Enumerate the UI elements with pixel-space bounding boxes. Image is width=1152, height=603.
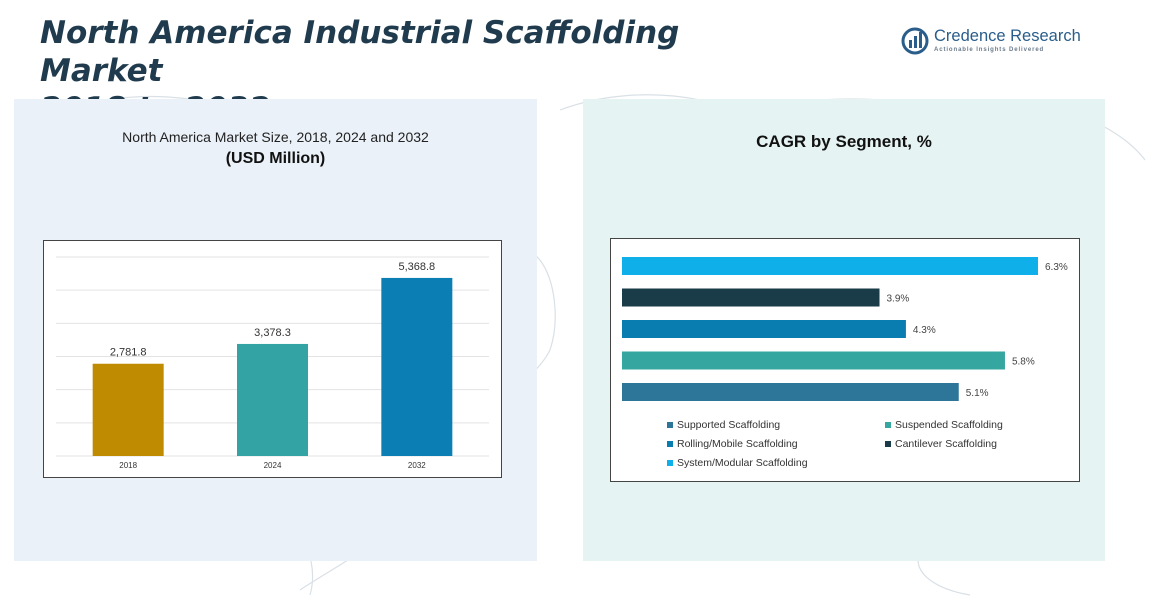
legend-label: Supported Scaffolding xyxy=(677,419,781,431)
bar-2018 xyxy=(92,363,164,456)
hbar-system-modular-scaffolding xyxy=(622,257,1038,275)
hbar-value-label-cantilever-scaffolding: 3.9% xyxy=(887,294,910,305)
bar-value-label-2018: 2,781.8 xyxy=(110,347,147,359)
legend-swatch xyxy=(885,422,891,428)
hbar-value-label-suspended-scaffolding: 5.8% xyxy=(1012,357,1035,368)
legend-swatch xyxy=(667,460,673,466)
bar-value-label-2024: 3,378.3 xyxy=(254,327,291,339)
x-tick-label-2018: 2018 xyxy=(119,461,137,470)
legend-item-cantilever-scaffolding: Cantilever Scaffolding xyxy=(885,438,997,450)
legend-label: Suspended Scaffolding xyxy=(895,419,1003,431)
cagr-chart-title: CAGR by Segment, % xyxy=(756,132,932,151)
legend-swatch xyxy=(667,422,673,428)
hbar-cantilever-scaffolding xyxy=(622,288,880,307)
bar-2032 xyxy=(381,277,453,456)
legend-label: Cantilever Scaffolding xyxy=(895,438,997,450)
hbar-value-label-supported-scaffolding: 5.1% xyxy=(966,388,989,399)
legend-label: System/Modular Scaffolding xyxy=(677,457,808,469)
market-size-chart-unit: (USD Million) xyxy=(225,150,326,167)
hbar-value-label-rolling-mobile-scaffolding: 4.3% xyxy=(913,325,936,336)
market-size-chart: 2,781.8 2018 3,378.3 2024 5,368.8 2032 xyxy=(43,240,502,478)
logo-name: Credence Research xyxy=(934,27,1081,45)
bar-2024 xyxy=(237,343,308,456)
market-size-bar-chart: 2,781.8 2018 3,378.3 2024 5,368.8 2032 xyxy=(56,256,489,470)
legend-item-rolling-mobile-scaffolding: Rolling/Mobile Scaffolding xyxy=(667,438,798,450)
bar-value-label-2032: 5,368.8 xyxy=(398,261,435,273)
legend-swatch xyxy=(885,441,891,447)
hbar-suspended-scaffolding xyxy=(622,351,1005,370)
legend-item-supported-scaffolding: Supported Scaffolding xyxy=(667,419,780,431)
legend-label: Rolling/Mobile Scaffolding xyxy=(677,438,798,450)
hbar-supported-scaffolding xyxy=(622,383,959,401)
x-tick-label-2032: 2032 xyxy=(408,461,426,470)
logo-tagline: Actionable Insights Delivered xyxy=(934,47,1045,53)
legend-swatch xyxy=(667,441,673,447)
hbar-rolling-mobile-scaffolding xyxy=(622,320,906,338)
x-tick-label-2024: 2024 xyxy=(264,461,282,470)
logo-icon xyxy=(901,27,929,55)
market-size-chart-title: North America Market Size, 2018, 2024 an… xyxy=(122,129,429,145)
hbar-value-label-system-modular-scaffolding: 6.3% xyxy=(1045,262,1068,273)
legend-item-system-modular-scaffolding: System/Modular Scaffolding xyxy=(667,457,808,469)
cagr-bar-chart: 6.3% 3.9% 4.3% 5.8% 5.1% xyxy=(622,257,1068,401)
legend-item-suspended-scaffolding: Suspended Scaffolding xyxy=(885,419,1003,431)
page-title-line1: North America Industrial Scaffolding Mar… xyxy=(40,15,680,89)
cagr-chart: 6.3% 3.9% 4.3% 5.8% 5.1% Supported Scaffoldi… xyxy=(610,238,1080,482)
brand-logo: Credence Research Actionable Insights De… xyxy=(900,26,1100,60)
